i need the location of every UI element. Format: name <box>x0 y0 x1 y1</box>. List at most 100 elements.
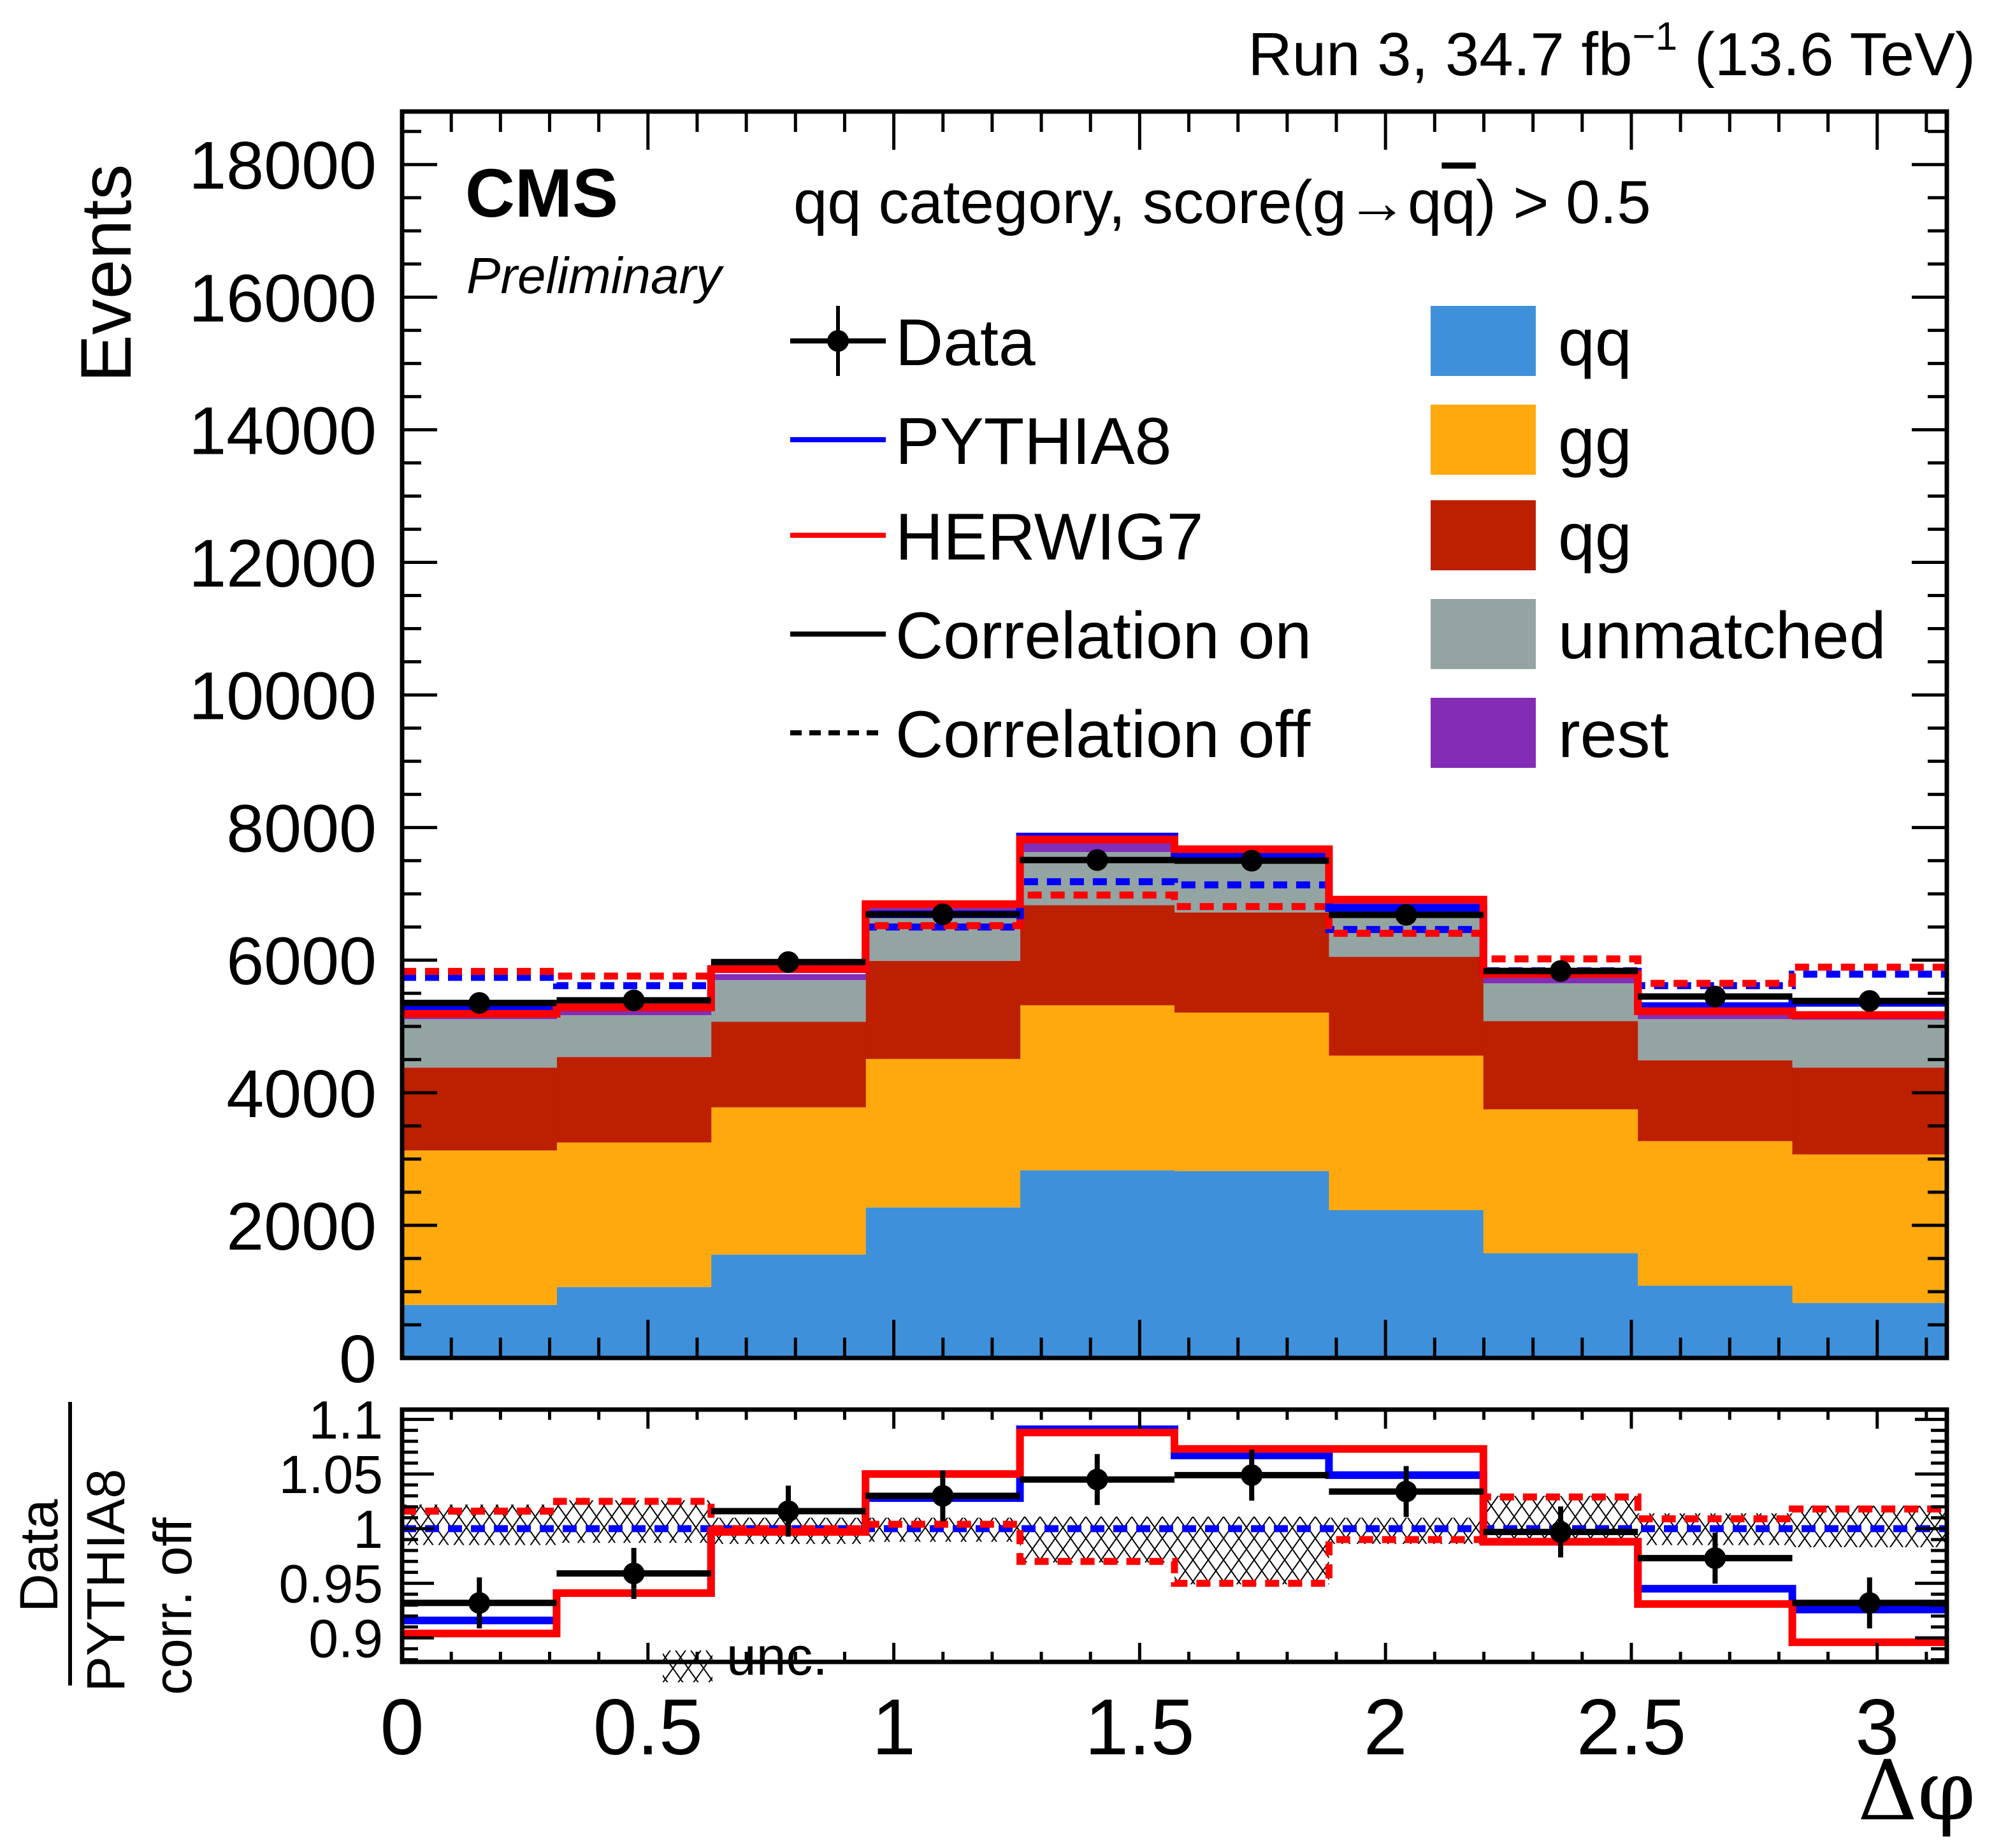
category-label: qq category, score(g→qq) > 0.5 <box>793 168 1651 236</box>
legend-swatch-rest <box>1431 698 1536 768</box>
ratio-point-marker <box>1550 1521 1571 1543</box>
legend-swatch-unmatched <box>1431 599 1536 669</box>
unc-legend-label: unc. <box>726 1626 828 1686</box>
ratio-y-tick-label: 1.1 <box>308 1390 383 1450</box>
stack-bar-qq <box>711 1254 866 1358</box>
stack-bar-gg <box>1483 1109 1638 1253</box>
energy-label: (13.6 TeV) <box>1694 20 1975 89</box>
stack-bar-qq <box>1329 1209 1484 1358</box>
stack-bar-unmatched <box>711 979 866 1022</box>
ratio-point-marker <box>1858 1592 1881 1614</box>
y-tick-label: 8000 <box>226 791 377 867</box>
stack-bar-gg <box>402 1150 557 1305</box>
ratio-y-tick-label: 1 <box>353 1499 383 1559</box>
stack-bar-qg <box>711 1021 866 1108</box>
ratio-point-marker <box>1241 1464 1263 1486</box>
ratio-label-sub: corr. off <box>143 1517 203 1695</box>
legend-swatch-qg <box>1431 500 1536 570</box>
ratio-point-marker <box>1086 1468 1108 1491</box>
lumi-label: Run 3, 34.7 fb−1 (13.6 TeV) <box>1248 15 1975 89</box>
stack-bar-qg <box>1638 1060 1793 1141</box>
x-tick-label: 1.5 <box>1085 1684 1194 1772</box>
legend-label: qg <box>1558 500 1632 574</box>
ratio-y-tick-label: 1.05 <box>279 1445 384 1505</box>
ratio-point-marker <box>777 1500 799 1522</box>
ratio-y-tick-label: 0.95 <box>279 1554 384 1614</box>
stack-bar-qq <box>1792 1303 1947 1358</box>
stack-bar-gg <box>1792 1154 1947 1303</box>
data-point-marker <box>1086 849 1108 871</box>
ratio-lines <box>402 1425 1947 1647</box>
main-axes: 0 2000 4000 6000 8000 10000 12000 14000 16000 180… <box>189 109 1949 1397</box>
data-point-marker <box>1704 985 1726 1007</box>
stack-bar-gg <box>711 1107 866 1255</box>
stack-histogram <box>402 842 1947 1358</box>
stack-bar-rest <box>711 974 866 980</box>
legend-swatch-gg <box>1431 405 1536 475</box>
stack-bar-qg <box>1329 956 1484 1056</box>
ratio-herwig7-correlation-on <box>402 1429 1947 1647</box>
x-tick-label: 0 <box>380 1684 424 1772</box>
stack-bar-rest <box>1638 1014 1793 1020</box>
stack-bar-qq <box>1483 1253 1638 1358</box>
stack-bar-qq <box>402 1304 557 1358</box>
legend-data-marker <box>827 330 849 352</box>
y-tick-label: 18000 <box>189 128 377 203</box>
legend-swatch-qq <box>1431 306 1536 376</box>
stack-bar-qq <box>1638 1285 1793 1358</box>
stack-bar-qg <box>402 1067 557 1151</box>
ratio-herwig7-correlation-off <box>402 1493 1947 1587</box>
stack-bar-gg <box>556 1142 712 1287</box>
stack-bar-gg <box>1329 1055 1484 1210</box>
x-tick-label: 3 <box>1855 1684 1899 1772</box>
lumi-superscript: −1 <box>1632 15 1677 59</box>
y-tick-label: 6000 <box>226 924 377 999</box>
data-points <box>402 849 1947 1014</box>
ratio-point-marker <box>1395 1480 1417 1503</box>
y-tick-label: 2000 <box>226 1189 377 1264</box>
unc-band-bin <box>1020 1517 1174 1563</box>
stack-bar-qg <box>1483 1021 1638 1109</box>
data-point-marker <box>623 989 645 1011</box>
stack-bar-gg <box>865 1058 1021 1208</box>
y-tick-label: 4000 <box>226 1057 377 1132</box>
data-point-marker <box>1395 904 1417 926</box>
ratio-frame <box>400 1407 1949 1664</box>
stack-bar-unmatched <box>1483 983 1638 1021</box>
ratio-point-marker <box>1704 1547 1726 1570</box>
stack-bar-unmatched <box>1638 1019 1793 1060</box>
y-tick-label: 14000 <box>189 393 377 468</box>
stack-bar-unmatched <box>402 1019 557 1068</box>
legend-label: Correlation off <box>895 698 1311 772</box>
ratio-point-marker <box>468 1592 491 1614</box>
cms-label: CMS <box>465 154 618 231</box>
legend: Data PYTHIA8 HERWIG7 Correlation on Correlat… <box>790 306 1886 772</box>
stack-bar-qq <box>1174 1171 1329 1358</box>
y-tick-label: 12000 <box>189 526 377 601</box>
stack-bar-qq <box>865 1207 1021 1358</box>
main-frame <box>400 109 1949 1361</box>
x-tick-label: 1 <box>872 1684 916 1772</box>
legend-label: gg <box>1558 405 1632 479</box>
y-tick-label: 16000 <box>189 261 377 336</box>
ratio-data-points <box>402 1449 1947 1629</box>
x-tick-label: 2 <box>1364 1684 1408 1772</box>
y-tick-label: 10000 <box>189 659 377 734</box>
stack-bar-qg <box>865 960 1021 1059</box>
stack-bar-qg <box>1174 912 1329 1013</box>
legend-label: PYTHIA8 <box>895 405 1171 479</box>
legend-label: qq <box>1558 306 1632 380</box>
y-tick-label: 0 <box>339 1322 377 1397</box>
ratio-label-denominator: PYTHIA8 <box>76 1469 136 1692</box>
ratio-y-axis-label: Data PYTHIA8 corr. off <box>9 1402 203 1695</box>
legend-label: unmatched <box>1558 599 1886 673</box>
data-point-marker <box>1858 990 1881 1012</box>
legend-label: Correlation on <box>895 599 1311 673</box>
ratio-point-marker <box>932 1485 954 1507</box>
preliminary-label: Preliminary <box>466 247 725 304</box>
data-point-marker <box>777 951 799 973</box>
stack-bar-gg <box>1174 1012 1329 1171</box>
stack-bar-qg <box>556 1057 712 1143</box>
